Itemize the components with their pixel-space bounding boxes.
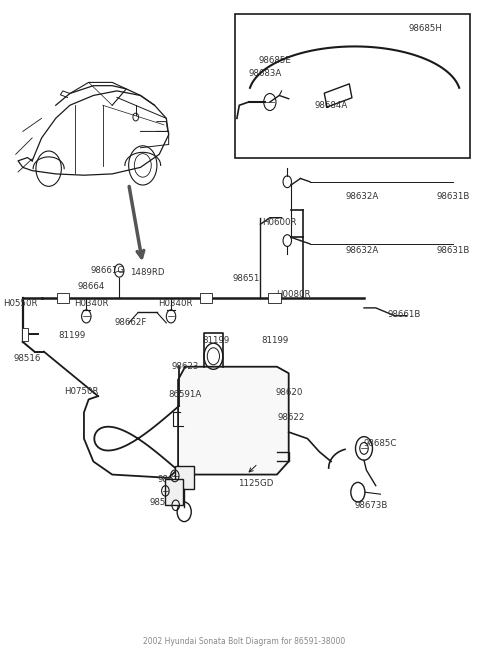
Text: 81199: 81199 — [261, 336, 288, 345]
Text: 98683A: 98683A — [249, 69, 282, 79]
Bar — [175, 466, 193, 489]
Text: 98685C: 98685C — [364, 440, 397, 448]
Text: 98685E: 98685E — [258, 56, 291, 66]
Text: 2002 Hyundai Sonata Bolt Diagram for 86591-38000: 2002 Hyundai Sonata Bolt Diagram for 865… — [143, 637, 345, 646]
Text: 98662F: 98662F — [115, 318, 147, 327]
Text: H0550R: H0550R — [3, 299, 37, 309]
Bar — [22, 328, 28, 341]
Text: 86591A: 86591A — [168, 390, 202, 399]
Text: 98631B: 98631B — [437, 246, 470, 255]
Text: 98516: 98516 — [14, 354, 41, 364]
Text: 98673B: 98673B — [354, 501, 388, 510]
Text: 81199: 81199 — [59, 331, 86, 340]
Text: 1489RD: 1489RD — [130, 268, 165, 277]
Text: 98631B: 98631B — [437, 193, 470, 201]
Text: 98664: 98664 — [77, 282, 105, 291]
Text: 98622: 98622 — [277, 413, 305, 422]
Text: 98685H: 98685H — [408, 24, 442, 33]
Text: 98632A: 98632A — [345, 193, 378, 201]
Bar — [235, 14, 470, 158]
Text: 98510A: 98510A — [150, 498, 183, 507]
Text: 98623: 98623 — [171, 362, 199, 371]
Text: 1125GD: 1125GD — [238, 479, 274, 487]
Text: H0080R: H0080R — [276, 290, 311, 299]
Text: 98620: 98620 — [275, 388, 302, 398]
Text: 98632A: 98632A — [345, 246, 378, 255]
Polygon shape — [178, 367, 288, 475]
Text: 98651: 98651 — [233, 274, 260, 283]
Text: 98684A: 98684A — [314, 101, 348, 110]
Text: H0340R: H0340R — [158, 299, 193, 309]
Bar — [166, 479, 183, 505]
Text: H0750R: H0750R — [64, 387, 99, 396]
Text: 81199: 81199 — [202, 336, 229, 345]
Text: 98622: 98622 — [157, 475, 185, 483]
Text: H0340R: H0340R — [74, 299, 108, 309]
Bar — [268, 293, 281, 303]
Text: 98661G: 98661G — [90, 266, 124, 275]
Text: H0600R: H0600R — [262, 218, 297, 227]
Bar — [57, 293, 69, 303]
Text: 98661B: 98661B — [387, 310, 420, 319]
Bar — [200, 293, 213, 303]
